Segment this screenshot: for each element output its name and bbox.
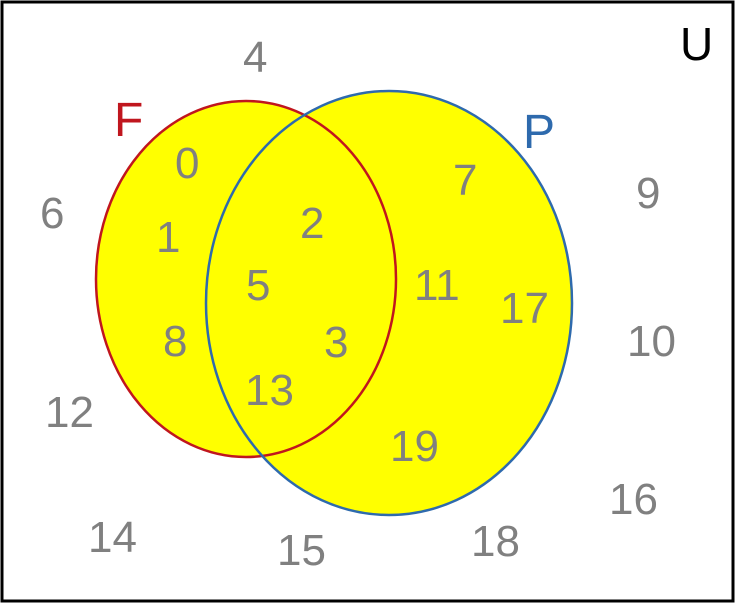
outside-element: 10 bbox=[627, 317, 676, 366]
intersection-element: 5 bbox=[246, 261, 270, 310]
f-only-element: 8 bbox=[163, 317, 187, 366]
intersection-element: 2 bbox=[300, 199, 324, 248]
p-only-element: 19 bbox=[390, 422, 439, 471]
outside-element: 15 bbox=[277, 526, 326, 575]
set-f-label: F bbox=[114, 94, 143, 147]
universe-label: U bbox=[680, 18, 713, 70]
outside-element: 12 bbox=[45, 388, 94, 437]
set-f-fill bbox=[96, 101, 396, 457]
outside-element: 4 bbox=[243, 33, 267, 82]
set-f-outline bbox=[94, 99, 398, 459]
intersection-element: 13 bbox=[245, 366, 294, 415]
p-only-element: 17 bbox=[500, 284, 549, 333]
p-only-element: 7 bbox=[453, 156, 477, 205]
f-only-element: 0 bbox=[175, 139, 199, 188]
set-p-outline bbox=[204, 89, 574, 517]
f-only-element: 1 bbox=[156, 213, 180, 262]
outside-element: 6 bbox=[40, 189, 64, 238]
intersection-element: 3 bbox=[324, 318, 348, 367]
outside-element: 14 bbox=[88, 513, 137, 562]
outside-element: 9 bbox=[636, 169, 660, 218]
outside-element: 18 bbox=[471, 517, 520, 566]
outside-element: 16 bbox=[609, 475, 658, 524]
set-p-label: P bbox=[523, 106, 555, 159]
p-only-element: 11 bbox=[414, 261, 460, 310]
